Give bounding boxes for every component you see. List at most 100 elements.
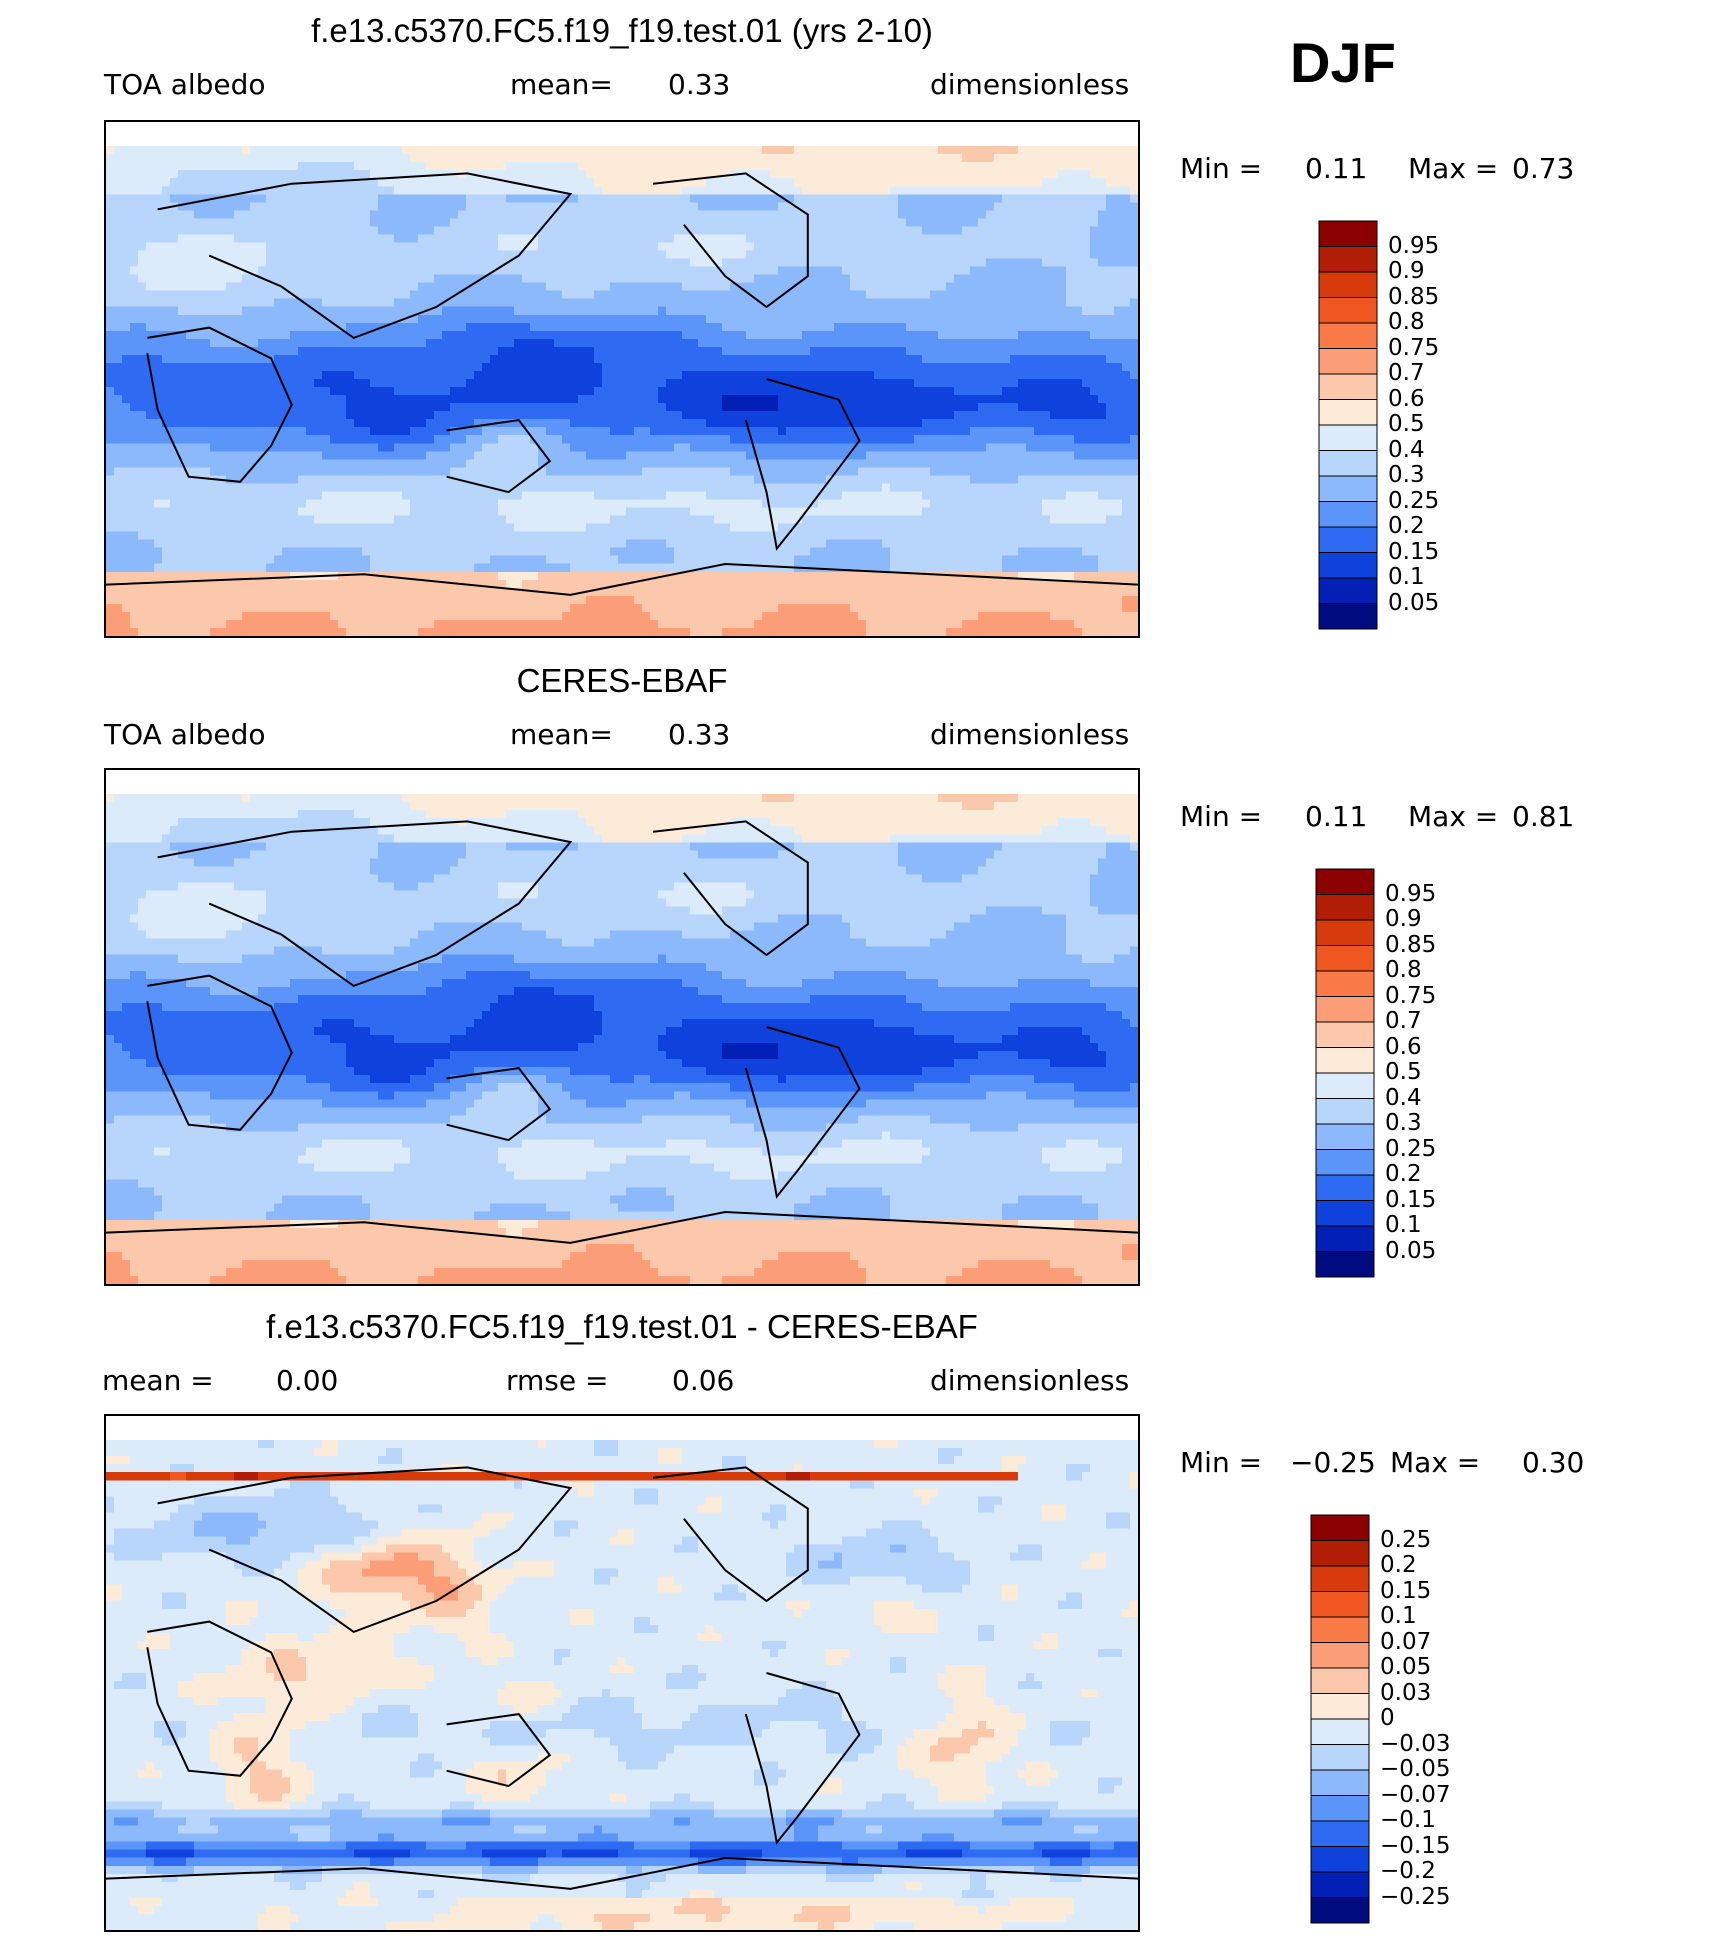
panel1-field-cell (354, 395, 363, 404)
panel1-field-cell (154, 274, 163, 284)
panel1-field-cell (858, 346, 867, 356)
panel1-field-cell (1082, 443, 1091, 452)
panel1-field-cell (874, 419, 883, 428)
panel1-field-cell (994, 298, 1003, 308)
panel1-field-cell (674, 322, 683, 332)
panel1-field-cell (242, 186, 251, 195)
panel1-field-cell (162, 162, 171, 171)
panel1-field-cell (370, 379, 379, 388)
panel1-field-cell (610, 178, 619, 187)
panel1-field-cell (1058, 370, 1067, 380)
panel1-field-cell (634, 290, 643, 300)
panel1-field-cell (570, 346, 579, 356)
panel1-field-cell (746, 403, 755, 412)
panel1-field-cell (970, 403, 979, 412)
panel1-field-cell (618, 443, 627, 452)
panel1-field-cell (170, 346, 179, 356)
panel1-field-cell (850, 395, 859, 404)
panel1-field-cell (1098, 298, 1107, 308)
panel1-field-cell (826, 322, 835, 332)
panel1-field-cell (538, 427, 547, 436)
panel1-field-cell (914, 330, 923, 340)
panel1-field-cell (802, 186, 811, 195)
panel1-field-cell (714, 170, 723, 179)
panel1-field-cell (482, 411, 491, 420)
panel1-field-cell (562, 154, 571, 163)
panel1-field-cell (826, 443, 835, 452)
panel1-field-cell (810, 218, 819, 228)
panel1-field-cell (970, 290, 979, 300)
panel1-field-cell (138, 274, 147, 284)
panel1-field-cell (858, 435, 867, 444)
panel1-field-cell (1058, 250, 1067, 260)
panel1-field-cell (786, 322, 795, 332)
panel1-field-cell (618, 242, 627, 252)
panel1-field-cell (1130, 403, 1138, 412)
panel1-field-cell (954, 395, 963, 404)
panel1-field-cell (842, 250, 851, 260)
panel1-field-cell (658, 162, 667, 171)
panel1-field-cell (658, 419, 667, 428)
panel1-field-cell (866, 330, 875, 340)
panel1-field-cell (1106, 411, 1115, 420)
panel1-field-cell (874, 178, 883, 187)
panel1-field-cell (234, 146, 243, 155)
panel1-field-cell (978, 226, 987, 236)
panel1-field-cell (490, 314, 499, 324)
panel1-field-cell (1130, 330, 1138, 340)
panel1-field-cell (698, 314, 707, 324)
panel1-field-cell (306, 250, 315, 260)
panel1-field-cell (1098, 322, 1107, 332)
panel1-field-cell (498, 250, 507, 260)
panel1-field-cell (418, 379, 427, 388)
panel1-field-cell (578, 419, 587, 428)
panel1-field-cell (602, 266, 611, 276)
panel1-field-cell (1066, 306, 1075, 316)
panel1-field-cell (594, 330, 603, 340)
panel1-field-cell (506, 330, 515, 340)
panel1-field-cell (1002, 186, 1011, 195)
panel1-field-cell (1066, 178, 1075, 187)
panel1-field-cell (410, 170, 419, 179)
panel1-field-cell (754, 314, 763, 324)
panel1-field-cell (178, 266, 187, 276)
panel1-field-cell (138, 226, 147, 236)
panel1-field-cell (570, 258, 579, 268)
panel1-field-cell (906, 226, 915, 236)
panel1-field-cell (978, 146, 987, 155)
panel1-field-cell (594, 146, 603, 155)
panel1-field-cell (914, 218, 923, 228)
panel1-field-cell (114, 395, 123, 404)
panel1-field-cell (522, 419, 531, 428)
panel1-field-cell (1074, 202, 1083, 211)
panel1-field-cell (690, 338, 699, 348)
panel1-field-cell (898, 282, 907, 292)
panel1-field-cell (986, 258, 995, 268)
panel1-field-cell (650, 162, 659, 171)
panel1-field-cell (506, 443, 515, 452)
panel1-field-cell (282, 403, 291, 412)
panel1-field-cell (666, 250, 675, 260)
panel1-field-cell (890, 154, 899, 163)
panel1-field-cell (146, 274, 155, 284)
panel1-field-cell (226, 266, 235, 276)
panel1-field-cell (610, 218, 619, 228)
panel1-field-cell (1034, 419, 1043, 428)
panel1-field-cell (442, 242, 451, 252)
panel1-field-cell (906, 250, 915, 260)
panel1-field-cell (738, 330, 747, 340)
panel1-field-cell (210, 298, 219, 308)
panel1-field-cell (826, 290, 835, 300)
panel1-field-cell (1002, 242, 1011, 252)
panel1-field-cell (858, 274, 867, 284)
panel1-field-cell (994, 314, 1003, 324)
panel1-field-cell (1018, 178, 1027, 187)
panel1-field-cell (1090, 314, 1099, 324)
panel1-field-cell (754, 258, 763, 268)
panel1-field-cell (514, 387, 523, 396)
panel1-field-cell (730, 346, 739, 356)
panel1-field-cell (490, 274, 499, 284)
panel1-field-cell (346, 419, 355, 428)
panel1-field-cell (1090, 330, 1099, 340)
panel1-field-cell (338, 194, 347, 203)
